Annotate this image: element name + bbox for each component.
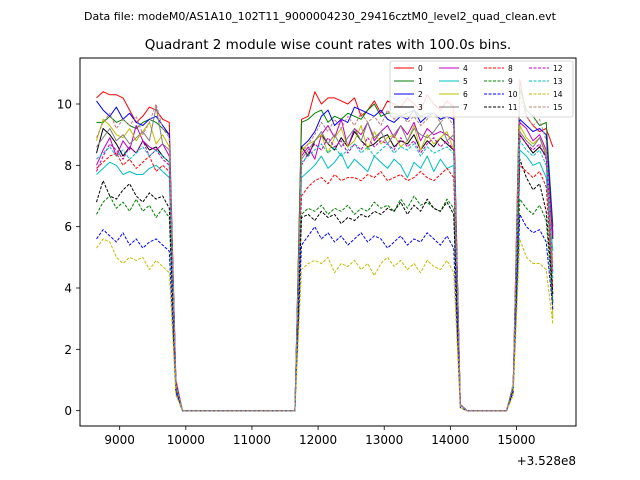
x-axis-ticks: 9000 10000 11000 12000 13000 14000 15000 — [104, 426, 536, 447]
y-tick-label: 8 — [64, 159, 72, 173]
x-tick-label: 9000 — [104, 433, 135, 447]
y-tick-label: 4 — [64, 282, 72, 296]
x-axis-offset-label: +3.528e8 — [517, 454, 576, 468]
legend-label-7: 7 — [463, 103, 468, 112]
data-file-suptitle: Data file: modeM0/AS1A10_102T11_90000042… — [84, 10, 557, 23]
x-tick-label: 10000 — [167, 433, 205, 447]
series-layer — [96, 79, 554, 412]
x-tick-label: 14000 — [431, 433, 469, 447]
x-tick-label: 15000 — [497, 433, 535, 447]
legend-label-4: 4 — [463, 64, 468, 73]
legend-label-12: 12 — [553, 64, 563, 73]
legend-label-8: 8 — [508, 64, 513, 73]
legend-label-3: 3 — [418, 103, 423, 112]
y-tick-label: 2 — [64, 343, 72, 357]
legend-label-10: 10 — [508, 90, 518, 99]
y-tick-label: 6 — [64, 220, 72, 234]
y-tick-label: 0 — [64, 404, 72, 418]
x-tick-label: 13000 — [365, 433, 403, 447]
legend-label-2: 2 — [418, 90, 423, 99]
legend-label-0: 0 — [418, 64, 423, 73]
series-line-15 — [96, 94, 554, 412]
y-tick-label: 10 — [57, 98, 72, 112]
y-axis-ticks: 0 2 4 6 8 10 — [57, 98, 80, 418]
legend-label-15: 15 — [553, 103, 563, 112]
legend-label-14: 14 — [553, 90, 563, 99]
legend-label-1: 1 — [418, 77, 423, 86]
legend-label-11: 11 — [508, 103, 518, 112]
x-tick-label: 11000 — [233, 433, 271, 447]
legend-label-9: 9 — [508, 77, 513, 86]
legend-label-6: 6 — [463, 90, 468, 99]
series-line-14 — [96, 238, 554, 412]
chart-title: Quadrant 2 module wise count rates with … — [145, 37, 511, 53]
legend-label-13: 13 — [553, 77, 563, 86]
x-tick-label: 12000 — [299, 433, 337, 447]
legend-box — [389, 60, 574, 118]
legend-label-5: 5 — [463, 77, 468, 86]
